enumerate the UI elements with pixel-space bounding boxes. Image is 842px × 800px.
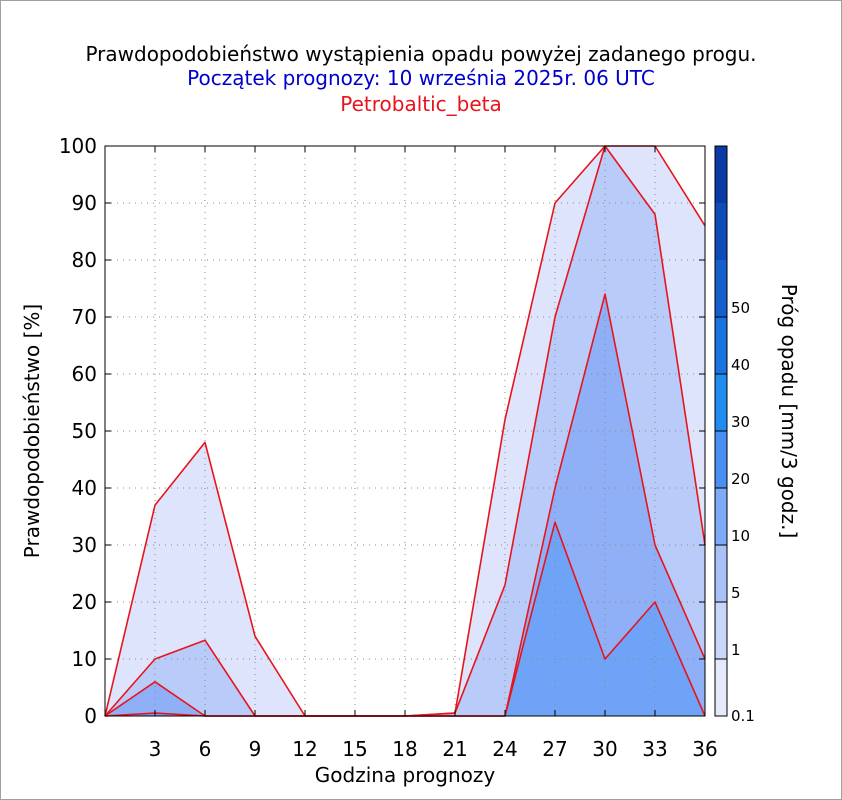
colorbar-tick-label: 0.1 (731, 707, 755, 725)
y-tick-label: 40 (72, 476, 97, 500)
y-tick-label: 0 (84, 704, 97, 728)
x-tick-label: 36 (692, 737, 717, 761)
x-tick-label: 27 (542, 737, 567, 761)
colorbar-segment (715, 602, 727, 659)
colorbar-tick-label: 10 (731, 527, 750, 545)
x-tick-label: 6 (199, 737, 212, 761)
chart-title: Prawdopodobieństwo wystąpienia opadu pow… (85, 42, 757, 66)
y-tick-label: 50 (72, 419, 97, 443)
colorbar-segment (715, 203, 727, 260)
colorbar-segment (715, 545, 727, 602)
x-tick-label: 33 (642, 737, 667, 761)
colorbar-segment (715, 488, 727, 545)
x-tick-label: 9 (249, 737, 262, 761)
x-tick-label: 18 (392, 737, 417, 761)
x-tick-label: 24 (492, 737, 517, 761)
colorbar-tick-label: 20 (731, 470, 750, 488)
colorbar-segment (715, 431, 727, 488)
area-threshold-10 (105, 522, 705, 716)
y-tick-label: 60 (72, 362, 97, 386)
y-tick-label: 80 (72, 248, 97, 272)
y-tick-label: 30 (72, 533, 97, 557)
colorbar-segment (715, 146, 727, 203)
x-tick-label: 30 (592, 737, 617, 761)
colorbar-tick-label: 1 (731, 641, 741, 659)
y-tick-label: 20 (72, 590, 97, 614)
x-tick-label: 15 (342, 737, 367, 761)
colorbar-tick-label: 30 (731, 413, 750, 431)
y-tick-label: 70 (72, 305, 97, 329)
model-name: Petrobaltic_beta (340, 92, 502, 116)
colorbar-segment (715, 374, 727, 431)
y-axis-label: Prawdopodobieństwo [%] (20, 304, 44, 558)
colorbar-segment (715, 260, 727, 317)
y-tick-label: 90 (72, 191, 97, 215)
colorbar-segment (715, 659, 727, 716)
x-tick-label: 21 (442, 737, 467, 761)
colorbar-label: Próg opadu [mm/3 godz.] (777, 284, 801, 539)
colorbar-segment (715, 317, 727, 374)
y-tick-label: 10 (72, 647, 97, 671)
x-axis-label: Godzina prognozy (315, 763, 496, 787)
y-tick-label: 100 (59, 134, 97, 158)
colorbar-tick-label: 5 (731, 584, 741, 602)
colorbar-tick-label: 40 (731, 356, 750, 374)
forecast-start-subtitle: Początek prognozy: 10 września 2025r. 06… (187, 66, 655, 90)
x-tick-label: 12 (292, 737, 317, 761)
colorbar-tick-label: 50 (731, 299, 750, 317)
x-tick-label: 3 (149, 737, 162, 761)
